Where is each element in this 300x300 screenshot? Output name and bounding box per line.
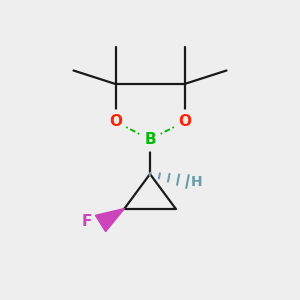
Text: B: B bbox=[144, 132, 156, 147]
Circle shape bbox=[139, 128, 161, 151]
Text: O: O bbox=[109, 114, 122, 129]
Text: H: H bbox=[191, 175, 202, 188]
Text: F: F bbox=[82, 214, 92, 230]
Text: O: O bbox=[178, 114, 191, 129]
Polygon shape bbox=[95, 208, 124, 232]
Circle shape bbox=[173, 110, 196, 133]
Circle shape bbox=[104, 110, 127, 133]
